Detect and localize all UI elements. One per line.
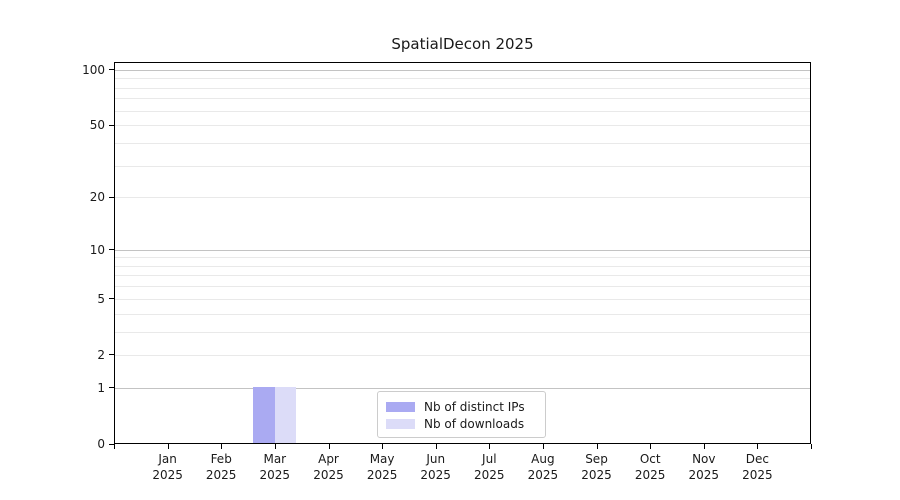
bar-distinct-ips [253,386,275,443]
x-axis-tick [435,444,437,449]
x-tick-label-line: Oct [639,452,661,466]
y-axis-tick [109,124,114,126]
y-gridline-minor [115,298,810,300]
legend-item: Nb of downloads [386,415,537,432]
y-gridline-minor [115,165,810,167]
x-tick-label: Apr 2025 [297,451,361,483]
bar-downloads [274,386,297,443]
x-tick-label-line: Jun [426,452,446,466]
y-tick-label: 10 [89,242,105,257]
y-gridline-minor [115,197,810,199]
y-gridline-major [115,69,810,71]
y-tick-label: 2 [97,347,105,362]
y-gridline-minor [115,313,810,315]
x-axis-tick [757,444,759,449]
y-gridline-minor [115,331,810,333]
y-axis-tick [109,443,114,445]
y-gridline-minor [115,98,810,100]
y-axis-tick [109,69,114,71]
x-axis-tick [650,444,652,449]
x-tick-label: Jun 2025 [404,451,468,483]
chart-title: SpatialDecon 2025 [391,35,534,53]
plot-area [114,62,811,444]
x-axis-boundary-tick [114,444,115,449]
y-tick-label: 100 [82,62,105,77]
y-gridline-major [115,249,810,251]
x-axis-tick [328,444,330,449]
x-tick-label: Aug 2025 [511,451,575,483]
x-tick-label-line: 2025 [634,468,666,482]
y-gridline-minor [115,257,810,259]
x-tick-label: Nov 2025 [672,451,736,483]
legend: Nb of distinct IPs Nb of downloads [377,391,546,438]
x-axis-tick [167,444,169,449]
y-gridline-major [115,387,810,389]
y-gridline-minor [115,265,810,267]
x-tick-label-line: May [369,452,395,466]
y-axis-tick [109,196,114,198]
y-gridline-minor [115,78,810,80]
x-tick-label: Sep 2025 [565,451,629,483]
y-gridline-minor [115,142,810,144]
x-tick-label-line: 2025 [366,468,398,482]
x-tick-label-line: 2025 [205,468,237,482]
x-tick-label: Jan 2025 [136,451,200,483]
x-tick-label-line: Feb [210,452,232,466]
x-tick-label: Dec 2025 [725,451,789,483]
x-tick-label-line: 2025 [581,468,612,482]
y-axis-tick [109,354,114,356]
legend-item: Nb of distinct IPs [386,398,537,415]
y-tick-label: 1 [97,380,105,395]
x-axis-tick [542,444,544,449]
x-tick-label-line: Apr [318,452,339,466]
x-tick-label-line: Jan [158,452,177,466]
legend-swatch [386,401,415,412]
y-tick-label: 0 [97,437,105,451]
x-tick-label-line: 2025 [152,468,183,482]
legend-swatch [386,418,415,429]
x-tick-label: Oct 2025 [618,451,682,483]
x-tick-label-line: Mar [263,452,287,466]
legend-item-label: Nb of distinct IPs [424,399,525,414]
x-axis-tick [382,444,384,449]
x-tick-label-line: 2025 [527,468,559,482]
y-gridline-minor [115,275,810,277]
x-tick-label: Feb 2025 [189,451,253,483]
x-tick-label-line: Nov [692,452,716,466]
x-axis-tick [489,444,491,449]
x-axis-boundary-tick [811,444,812,449]
y-axis-tick [109,387,114,389]
y-tick-label: 50 [89,118,105,133]
x-tick-label-line: 2025 [420,468,451,482]
x-axis-tick [274,444,276,449]
x-tick-label-line: Jul [482,452,497,466]
x-tick-label: May 2025 [350,451,414,483]
y-axis-tick [109,298,114,300]
legend-item-label: Nb of downloads [424,416,525,431]
y-gridline-minor [115,110,810,112]
y-gridline-minor [115,125,810,127]
x-axis-tick [221,444,223,449]
y-tick-label: 20 [89,190,105,205]
x-axis-tick [596,444,598,449]
x-tick-label-line: 2025 [742,468,773,482]
y-gridline-minor [115,286,810,288]
x-tick-label-line: 2025 [688,468,720,482]
x-tick-label-line: Sep [585,452,608,466]
y-gridline-minor [115,87,810,89]
y-gridline-minor [115,354,810,356]
x-tick-label: Jul 2025 [457,451,521,483]
x-tick-label-line: 2025 [313,468,344,482]
y-tick-label: 5 [97,291,105,306]
x-tick-label-line: 2025 [259,468,291,482]
x-tick-label-line: 2025 [474,468,505,482]
x-tick-label: Mar 2025 [243,451,307,483]
x-tick-label-line: Dec [745,452,769,466]
x-axis-tick [703,444,705,449]
x-tick-label-line: Aug [531,452,555,466]
y-axis-tick [109,249,114,250]
